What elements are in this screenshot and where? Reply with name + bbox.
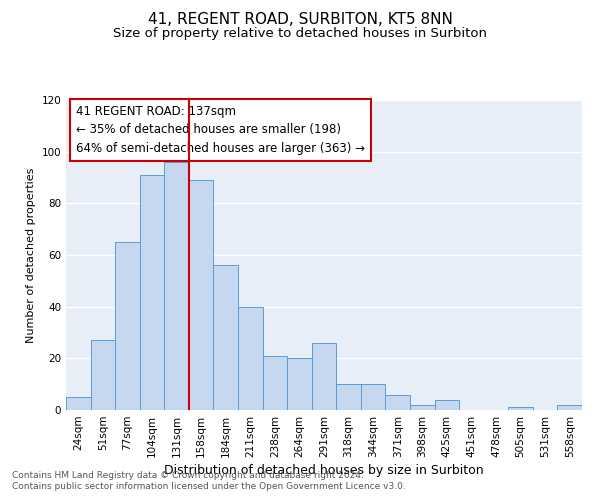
Text: Contains HM Land Registry data © Crown copyright and database right 2024.: Contains HM Land Registry data © Crown c…	[12, 470, 364, 480]
Bar	[312, 343, 336, 410]
Text: 41, REGENT ROAD, SURBITON, KT5 8NN: 41, REGENT ROAD, SURBITON, KT5 8NN	[148, 12, 452, 28]
Bar	[361, 384, 385, 410]
Bar	[189, 180, 214, 410]
Bar	[336, 384, 361, 410]
Bar	[410, 405, 434, 410]
Bar	[263, 356, 287, 410]
X-axis label: Distribution of detached houses by size in Surbiton: Distribution of detached houses by size …	[164, 464, 484, 477]
Bar	[214, 266, 238, 410]
Text: Size of property relative to detached houses in Surbiton: Size of property relative to detached ho…	[113, 28, 487, 40]
Bar	[508, 408, 533, 410]
Bar	[238, 306, 263, 410]
Bar	[385, 394, 410, 410]
Bar	[164, 162, 189, 410]
Bar	[140, 175, 164, 410]
Y-axis label: Number of detached properties: Number of detached properties	[26, 168, 36, 342]
Bar	[557, 405, 582, 410]
Bar	[66, 397, 91, 410]
Text: Contains public sector information licensed under the Open Government Licence v3: Contains public sector information licen…	[12, 482, 406, 491]
Bar	[115, 242, 140, 410]
Bar	[91, 340, 115, 410]
Bar	[434, 400, 459, 410]
Bar	[287, 358, 312, 410]
Text: 41 REGENT ROAD: 137sqm
← 35% of detached houses are smaller (198)
64% of semi-de: 41 REGENT ROAD: 137sqm ← 35% of detached…	[76, 104, 365, 154]
